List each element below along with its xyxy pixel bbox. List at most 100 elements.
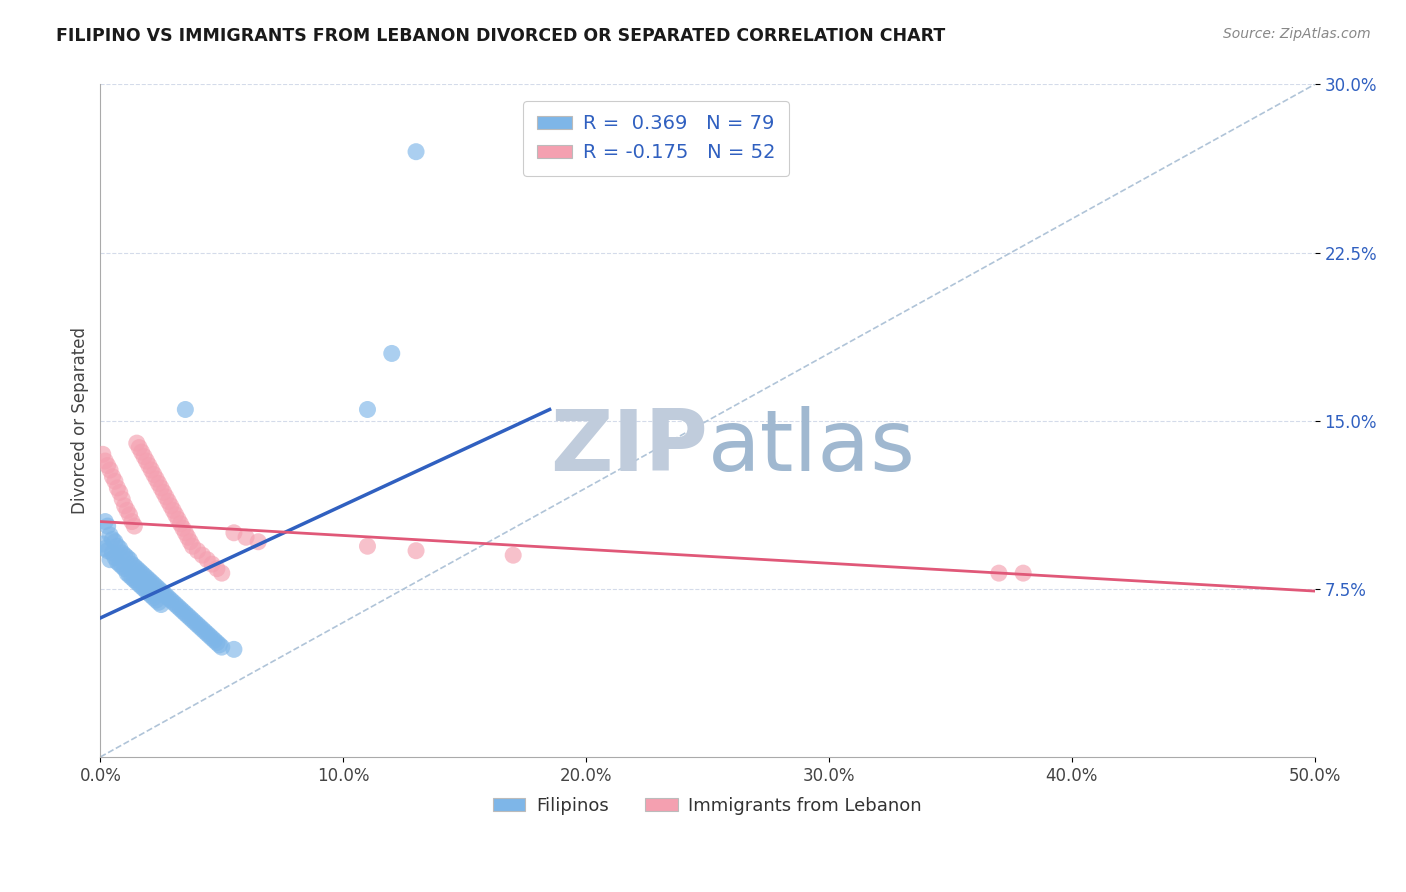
- Text: atlas: atlas: [707, 406, 915, 489]
- Point: [169, 516, 191, 531]
- Point: [114, 562, 136, 576]
- Point: [174, 525, 197, 540]
- Point: [121, 515, 143, 529]
- Point: [162, 503, 184, 517]
- Point: [186, 543, 208, 558]
- Point: [132, 568, 155, 582]
- Point: [124, 573, 146, 587]
- Point: [101, 469, 124, 483]
- Point: [118, 552, 141, 566]
- Point: [148, 595, 170, 609]
- Point: [91, 537, 114, 551]
- Point: [124, 519, 146, 533]
- Point: [128, 441, 150, 455]
- Point: [135, 571, 157, 585]
- Point: [115, 550, 138, 565]
- Point: [111, 546, 134, 560]
- Point: [150, 598, 173, 612]
- Point: [114, 548, 136, 562]
- Point: [150, 584, 173, 599]
- Point: [155, 490, 177, 504]
- Point: [1012, 566, 1035, 581]
- Point: [94, 515, 117, 529]
- Point: [141, 575, 163, 590]
- Point: [128, 577, 150, 591]
- Point: [194, 624, 217, 639]
- Point: [115, 503, 138, 517]
- Point: [157, 591, 180, 605]
- Point: [150, 481, 173, 495]
- Point: [141, 589, 163, 603]
- Point: [174, 607, 197, 621]
- Point: [98, 552, 121, 566]
- Text: Source: ZipAtlas.com: Source: ZipAtlas.com: [1223, 27, 1371, 41]
- Point: [108, 485, 131, 500]
- Point: [104, 550, 127, 565]
- Point: [101, 546, 124, 560]
- Point: [132, 582, 155, 596]
- Legend: Filipinos, Immigrants from Lebanon: Filipinos, Immigrants from Lebanon: [485, 789, 929, 822]
- Text: FILIPINO VS IMMIGRANTS FROM LEBANON DIVORCED OR SEPARATED CORRELATION CHART: FILIPINO VS IMMIGRANTS FROM LEBANON DIVO…: [56, 27, 945, 45]
- Point: [114, 499, 136, 513]
- Point: [108, 541, 131, 556]
- Point: [118, 508, 141, 522]
- Point: [101, 533, 124, 547]
- Point: [208, 638, 231, 652]
- Point: [152, 586, 174, 600]
- Point: [145, 580, 167, 594]
- Point: [131, 566, 153, 581]
- Point: [142, 467, 165, 482]
- Point: [132, 450, 155, 464]
- Point: [987, 566, 1010, 581]
- Point: [94, 454, 117, 468]
- Point: [201, 631, 224, 645]
- Point: [121, 571, 143, 585]
- Point: [135, 454, 157, 468]
- Point: [356, 539, 378, 553]
- Point: [124, 559, 146, 574]
- Point: [125, 436, 148, 450]
- Point: [105, 481, 128, 495]
- Point: [108, 557, 131, 571]
- Point: [222, 525, 245, 540]
- Point: [104, 474, 127, 488]
- Point: [191, 548, 214, 562]
- Point: [142, 577, 165, 591]
- Text: ZIP: ZIP: [550, 406, 707, 489]
- Point: [181, 539, 204, 553]
- Point: [167, 599, 190, 614]
- Point: [177, 608, 200, 623]
- Point: [186, 617, 208, 632]
- Point: [172, 604, 194, 618]
- Point: [162, 595, 184, 609]
- Point: [97, 519, 120, 533]
- Point: [138, 573, 160, 587]
- Point: [179, 611, 201, 625]
- Point: [181, 613, 204, 627]
- Point: [98, 463, 121, 477]
- Point: [125, 575, 148, 590]
- Point: [405, 543, 427, 558]
- Point: [165, 508, 187, 522]
- Point: [222, 642, 245, 657]
- Point: [118, 568, 141, 582]
- Y-axis label: Divorced or Separated: Divorced or Separated: [72, 327, 89, 514]
- Point: [141, 463, 163, 477]
- Point: [184, 615, 207, 630]
- Point: [159, 593, 181, 607]
- Point: [211, 640, 233, 654]
- Point: [356, 402, 378, 417]
- Point: [165, 598, 187, 612]
- Point: [198, 629, 221, 643]
- Point: [204, 633, 226, 648]
- Point: [128, 564, 150, 578]
- Point: [172, 521, 194, 535]
- Point: [201, 557, 224, 571]
- Point: [205, 635, 228, 649]
- Point: [174, 402, 197, 417]
- Point: [381, 346, 404, 360]
- Point: [169, 602, 191, 616]
- Point: [94, 541, 117, 556]
- Point: [167, 512, 190, 526]
- Point: [195, 552, 218, 566]
